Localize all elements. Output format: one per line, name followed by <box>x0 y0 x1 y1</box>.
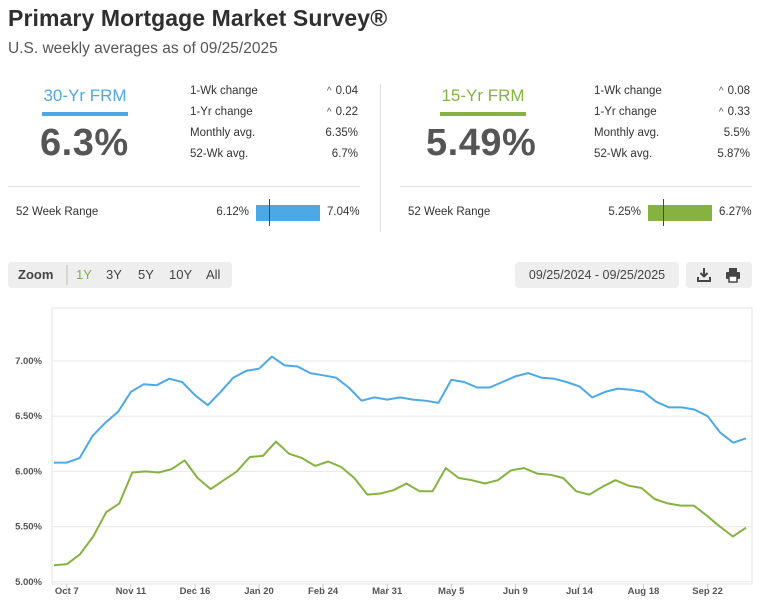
stat-value: ^ 0.33 <box>718 106 750 118</box>
rate-underline-30yr <box>42 112 128 116</box>
x-tick-label: Dec 16 <box>180 586 211 597</box>
up-caret-icon: ^ <box>718 86 724 97</box>
series-line-15yr[interactable] <box>53 440 747 567</box>
zoom-10y-button[interactable]: 10Y <box>169 267 193 282</box>
x-tick-label: Sep 22 <box>692 586 723 597</box>
x-tick-label: Aug 18 <box>628 586 660 597</box>
stat-label: 52-Wk avg. <box>594 148 653 160</box>
date-range-display[interactable]: 09/25/2024 - 09/25/2025 <box>515 262 679 288</box>
zoom-label: Zoom <box>18 267 54 282</box>
page-title: Primary Mortgage Market Survey® <box>8 5 388 31</box>
stats-15yr: 1-Wk change ^ 0.08 1-Yr change ^ 0.33 Mont… <box>594 85 750 169</box>
zoom-toolbar: Zoom 1Y 3Y 5Y 10Y All <box>8 262 232 288</box>
zoom-3y-button[interactable]: 3Y <box>106 267 122 282</box>
divider-30yr <box>8 186 360 187</box>
stat-value: ^ 0.22 <box>326 106 358 118</box>
up-caret-icon: ^ <box>718 107 724 118</box>
rate-name-15yr: 15-Yr FRM <box>441 86 525 105</box>
x-tick-label: Oct 7 <box>55 586 79 597</box>
stat-label: 1-Yr change <box>594 106 657 118</box>
zoom-5y-button[interactable]: 5Y <box>138 267 154 282</box>
range-current-marker-30yr <box>268 199 270 226</box>
y-tick-label: 6.00% <box>15 466 42 477</box>
range-bar-30yr <box>256 205 320 221</box>
download-icon[interactable] <box>695 266 713 284</box>
stat-label: Monthly avg. <box>190 127 256 139</box>
y-tick-label: 5.00% <box>15 577 42 588</box>
x-tick-label: Jan 20 <box>244 586 274 597</box>
x-tick-label: Jul 14 <box>566 586 594 597</box>
range-bar-15yr <box>648 205 712 221</box>
x-tick-label: Mar 31 <box>372 586 403 597</box>
range-high-15yr: 6.27% <box>719 206 752 218</box>
stat-row: 1-Yr change ^ 0.33 <box>594 106 750 127</box>
stat-value: ^ 0.04 <box>326 85 358 97</box>
stat-value: 6.35% <box>325 127 358 139</box>
stat-label: 1-Wk change <box>190 85 258 97</box>
x-tick-label: May 5 <box>438 586 465 597</box>
card-divider <box>380 84 381 232</box>
range-current-marker-15yr <box>663 199 665 226</box>
range-high-30yr: 7.04% <box>327 206 360 218</box>
y-tick-label: 5.50% <box>15 522 42 533</box>
print-icon[interactable] <box>724 266 742 284</box>
stat-value: ^ 0.08 <box>718 85 750 97</box>
series-line-30yr[interactable] <box>54 355 747 464</box>
rate-underline-15yr <box>440 112 526 116</box>
stat-row: 1-Yr change ^ 0.22 <box>190 106 358 127</box>
grid-lines <box>52 360 752 583</box>
zoom-separator <box>66 265 68 285</box>
y-axis-ticks: 5.00% 5.50% 6.00% 6.50% 7.00% <box>15 356 42 588</box>
range-label-15yr: 52 Week Range <box>408 206 491 218</box>
stat-row: 1-Wk change ^ 0.08 <box>594 85 750 106</box>
rate-name-30yr: 30-Yr FRM <box>43 86 127 105</box>
zoom-1y-button[interactable]: 1Y <box>76 267 92 282</box>
up-caret-icon: ^ <box>326 107 332 118</box>
stat-row: Monthly avg. 5.5% <box>594 127 750 148</box>
x-tick-label: Nov 11 <box>116 586 147 597</box>
rates-line-chart: 5.00% 5.50% 6.00% 6.50% 7.00% Oct 7 Nov 11 Dec… <box>15 307 753 597</box>
range-low-30yr: 6.12% <box>216 206 249 218</box>
divider-15yr <box>400 186 752 187</box>
series-lines <box>53 355 747 567</box>
x-axis-ticks: Oct 7 Nov 11 Dec 16 Jan 20 Feb 24 Mar 31 May 5… <box>55 584 723 597</box>
stat-label: 1-Yr change <box>190 106 253 118</box>
rate-value-15yr: 5.49% <box>426 122 537 164</box>
stat-value: 5.87% <box>717 148 750 160</box>
stat-row: 1-Wk change ^ 0.04 <box>190 85 358 106</box>
plot-area-border <box>51 307 753 585</box>
range-low-15yr: 5.25% <box>608 206 641 218</box>
stat-value: 5.5% <box>723 127 750 139</box>
export-buttons <box>686 262 752 288</box>
x-tick-label: Feb 24 <box>308 586 339 597</box>
range-label-30yr: 52 Week Range <box>16 206 99 218</box>
stat-label: Monthly avg. <box>594 127 660 139</box>
zoom-all-button[interactable]: All <box>206 267 221 282</box>
stat-label: 52-Wk avg. <box>190 148 249 160</box>
page-subtitle: U.S. weekly averages as of 09/25/2025 <box>8 40 278 57</box>
rate-value-30yr: 6.3% <box>40 122 129 164</box>
x-tick-label: Jun 9 <box>503 586 528 597</box>
stat-row: Monthly avg. 6.35% <box>190 127 358 148</box>
stats-30yr: 1-Wk change ^ 0.04 1-Yr change ^ 0.22 Mont… <box>190 85 358 169</box>
stat-value: 6.7% <box>331 148 358 160</box>
stat-label: 1-Wk change <box>594 85 662 97</box>
y-tick-label: 6.50% <box>15 411 42 422</box>
stat-row: 52-Wk avg. 6.7% <box>190 148 358 169</box>
y-tick-label: 7.00% <box>15 356 42 367</box>
up-caret-icon: ^ <box>326 86 332 97</box>
stat-row: 52-Wk avg. 5.87% <box>594 148 750 169</box>
